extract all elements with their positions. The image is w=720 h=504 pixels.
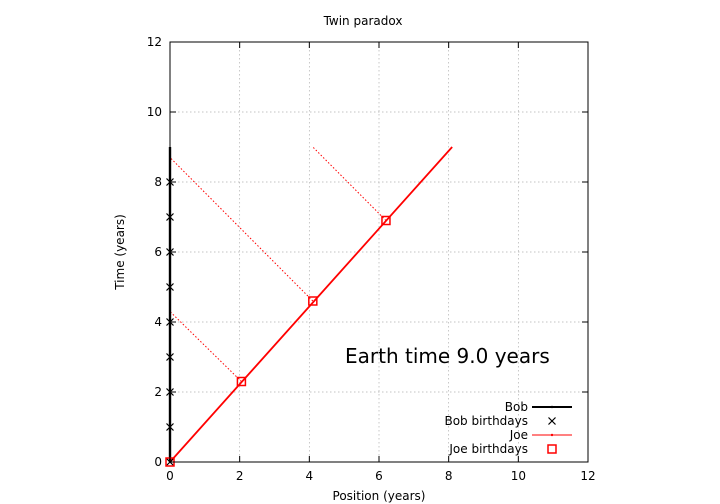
y-tick-label: 0: [154, 455, 162, 469]
birthday-point: [236, 376, 247, 387]
y-tick-label: 4: [154, 315, 162, 329]
y-tick-label: 6: [154, 245, 162, 259]
y-tick-label: 2: [154, 385, 162, 399]
x-tick-label: 2: [236, 469, 244, 483]
birthday-point: [381, 215, 391, 226]
legend-label: Bob: [505, 400, 528, 414]
simultaneity-line: [169, 157, 314, 302]
x-tick-label: 12: [580, 469, 595, 483]
y-tick-label: 8: [154, 175, 162, 189]
y-tick-label: 12: [147, 35, 162, 49]
x-tick-label: 6: [375, 469, 383, 483]
x-axis-label: Position (years): [333, 489, 426, 503]
legend-label: Bob birthdays: [444, 414, 528, 428]
legend-label: Joe: [509, 428, 528, 442]
x-tick-label: 8: [445, 469, 453, 483]
grid: [170, 42, 588, 462]
y-axis-label: Time (years): [113, 214, 127, 291]
x-tick-label: 4: [306, 469, 314, 483]
simultaneity-line: [169, 311, 242, 382]
legend-marker-swatch: [548, 417, 556, 425]
x-tick-label: 0: [166, 469, 174, 483]
earth-time-annotation: Earth time 9.0 years: [345, 344, 550, 368]
legend-line-dot: [550, 405, 554, 409]
y-tick-label: 10: [147, 105, 162, 119]
x-tick-label: 10: [511, 469, 526, 483]
chart-title: Twin paradox: [323, 14, 403, 28]
legend-marker-swatch: [547, 444, 557, 454]
axis-ticks: 0 2 4 6 8 10 12 0 2 4 6 8 10 12: [147, 35, 596, 483]
legend-label: Joe birthdays: [448, 442, 528, 456]
birthday-point: [308, 296, 318, 306]
legend-line-dot: [550, 433, 554, 437]
